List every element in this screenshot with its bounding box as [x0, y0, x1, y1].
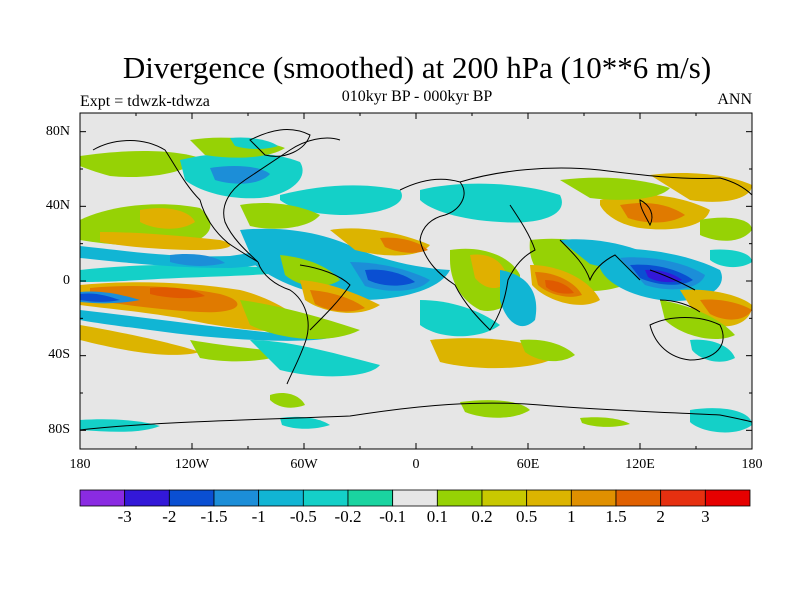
- colorbar-label: 0.2: [471, 507, 493, 526]
- colorbar-swatch: [660, 489, 706, 507]
- colorbar-label: 1: [567, 507, 576, 526]
- colorbar-swatch: [392, 489, 438, 507]
- colorbar-swatch: [570, 489, 617, 507]
- colorbar-label: -0.2: [334, 507, 362, 526]
- lon-tick-label: 120E: [625, 457, 655, 472]
- colorbar-swatch: [124, 489, 170, 507]
- colorbar-label: -2: [162, 507, 177, 526]
- figure-subtitle: 010kyr BP - 000kyr BP: [341, 88, 493, 105]
- colorbar-label: 0.5: [516, 507, 538, 526]
- colorbar-label: -3: [117, 507, 132, 526]
- lon-tick-label: 60W: [290, 457, 318, 472]
- lat-tick-label: 0: [63, 273, 70, 288]
- colorbar-label: -0.5: [289, 507, 317, 526]
- lat-tick-label: 80N: [45, 124, 70, 139]
- colorbar-label: 0.1: [426, 507, 448, 526]
- colorbar-swatch: [79, 489, 126, 507]
- lat-tick-label: 80S: [48, 422, 70, 437]
- lat-tick-label: 40S: [48, 347, 70, 362]
- colorbar-label: 2: [656, 507, 665, 526]
- lon-tick-label: 60E: [516, 457, 540, 472]
- colorbar-swatch: [258, 489, 304, 507]
- colorbar-swatch: [436, 489, 483, 507]
- axis-ticks: [79, 113, 753, 449]
- figure-title: Divergence (smoothed) at 200 hPa (10**6 …: [122, 50, 712, 85]
- lon-tick-label: 120W: [174, 457, 210, 472]
- lon-tick-label: 180: [69, 457, 91, 472]
- colorbar-swatch: [615, 489, 662, 507]
- colorbar-swatch: [213, 489, 260, 507]
- colorbar-label: 3: [701, 507, 710, 526]
- colorbar-swatch: [347, 489, 394, 507]
- colorbar-swatch: [168, 489, 215, 507]
- colorbar-swatch: [526, 489, 572, 507]
- colorbar-swatch: [704, 489, 751, 507]
- colorbar-label: -1.5: [200, 507, 228, 526]
- colorbar-label: -1: [251, 507, 266, 526]
- lat-tick-label: 40N: [45, 198, 70, 213]
- coastlines: [80, 129, 752, 431]
- colorbar-label: -0.1: [379, 507, 407, 526]
- colorbar-label: 1.5: [605, 507, 627, 526]
- lon-tick-label: 180: [741, 457, 763, 472]
- colorbar-swatch: [481, 489, 528, 507]
- season-label: ANN: [717, 91, 752, 108]
- colorbar-swatch: [302, 489, 349, 507]
- colorbar: [79, 489, 751, 507]
- lon-tick-label: 0: [412, 457, 420, 472]
- divergence-field: [80, 137, 752, 433]
- experiment-label: Expt = tdwzk-tdwza: [80, 93, 210, 110]
